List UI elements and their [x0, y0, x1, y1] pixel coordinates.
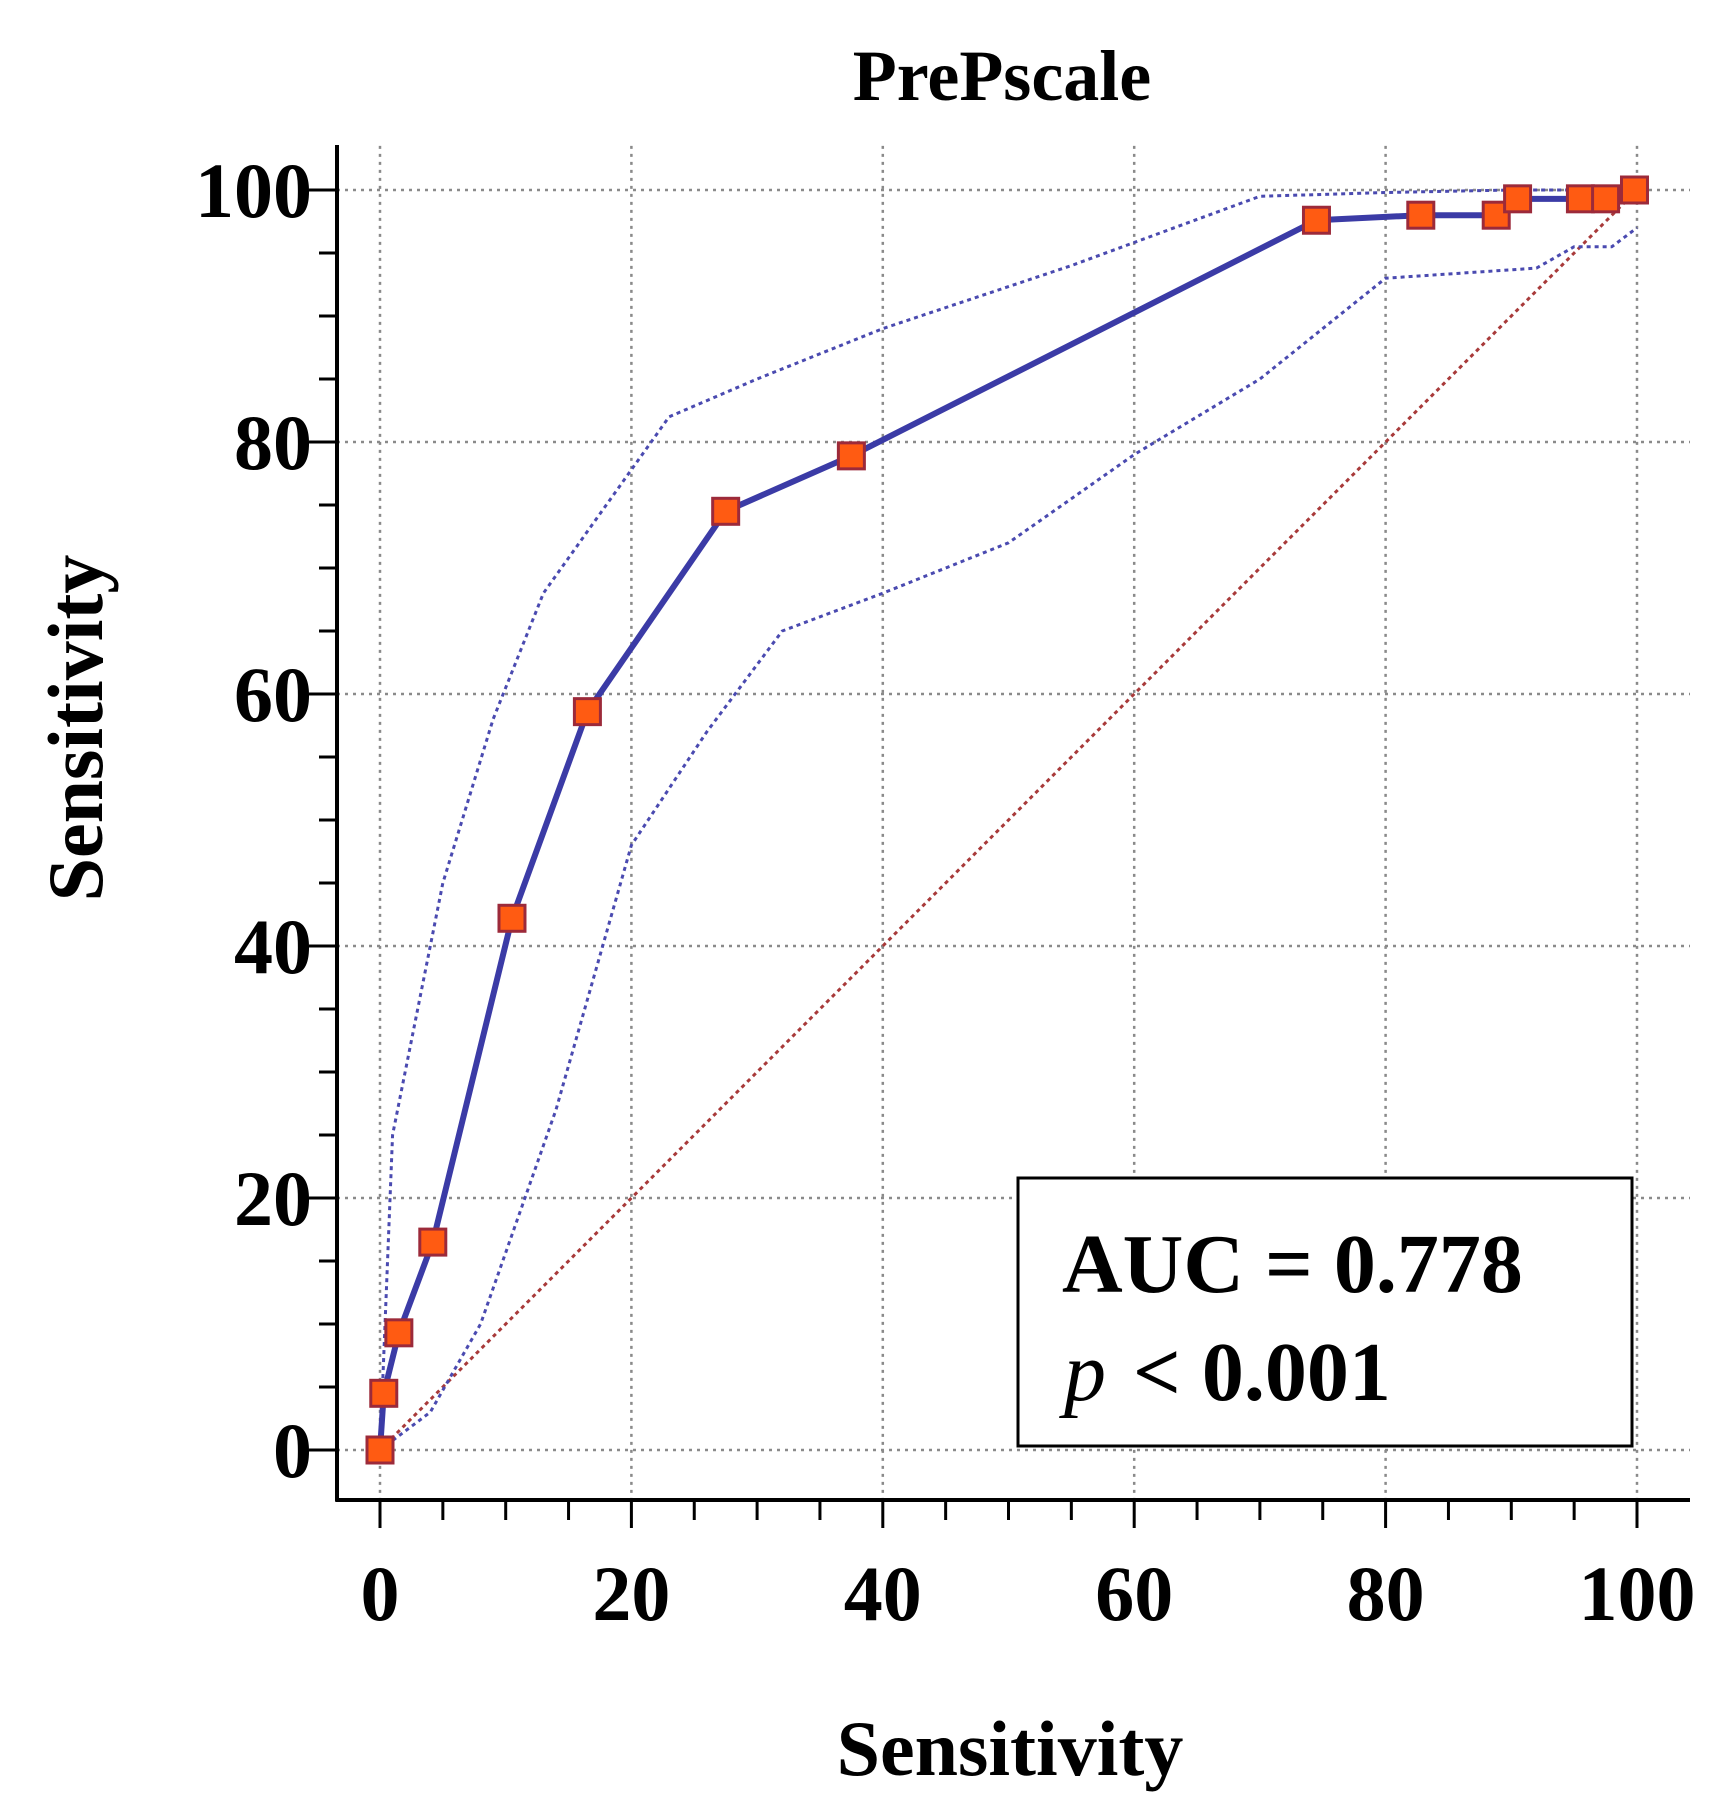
y-tick-label: 80: [234, 399, 312, 486]
y-tick-label: 0: [273, 1407, 312, 1494]
x-tick-label: 40: [844, 1550, 922, 1637]
y-tick-label: 60: [234, 651, 312, 738]
series-line-reference-line: [378, 188, 1639, 1452]
series-layer: [365, 175, 1649, 1465]
p-symbol: p: [1059, 1326, 1106, 1419]
roc-point: [836, 441, 866, 471]
annotation-frame: [1016, 1176, 1634, 1448]
roc-point: [711, 496, 741, 526]
chart-title: PrePscale: [853, 36, 1152, 116]
axes: [309, 145, 1690, 1528]
svg-text:p < 0.001: p < 0.001: [1059, 1326, 1391, 1419]
p-value: < 0.001: [1133, 1326, 1391, 1419]
roc-point: [1565, 184, 1595, 214]
x-axis-label: Sensitivity: [837, 1705, 1184, 1792]
roc-point: [1503, 184, 1533, 214]
auc-value: AUC = 0.778: [1062, 1218, 1523, 1311]
roc-point: [1619, 175, 1649, 205]
x-tick-label: 0: [361, 1550, 400, 1637]
y-axis-label: Sensitivity: [32, 555, 119, 902]
y-tick-label: 20: [234, 1155, 312, 1242]
series-line-upper-95-ci: [378, 188, 1637, 1451]
x-tick-label: 60: [1095, 1550, 1173, 1637]
roc-point: [418, 1227, 448, 1257]
roc-point: [1591, 184, 1621, 214]
y-tick-label: 40: [234, 903, 312, 990]
tick-labels: 0 20 40 60 80 100 0 20 40 60 80 100: [195, 147, 1696, 1637]
x-tick-label: 20: [592, 1550, 670, 1637]
roc-point: [1301, 205, 1331, 235]
roc-point: [384, 1318, 414, 1348]
roc-point: [365, 1435, 395, 1465]
y-tick-label: 100: [195, 147, 312, 234]
x-tick-label: 80: [1347, 1550, 1425, 1637]
roc-point: [572, 697, 602, 727]
roc-point: [497, 903, 527, 933]
auc-annotation-box: AUC = 0.778 p < 0.001: [1016, 1176, 1634, 1448]
roc-point: [369, 1378, 399, 1408]
x-tick-label: 100: [1579, 1550, 1696, 1637]
roc-point: [1406, 200, 1436, 230]
